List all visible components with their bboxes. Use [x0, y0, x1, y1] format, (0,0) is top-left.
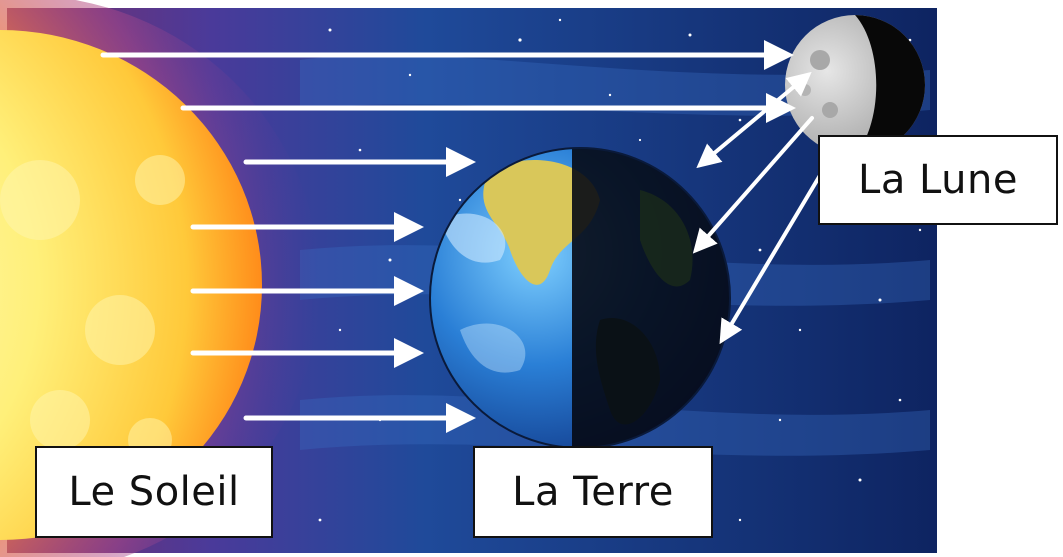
reflected-light-arrow: [692, 116, 814, 254]
sunlight-arrows: [100, 40, 796, 433]
moon-earth-arrows: [692, 71, 824, 345]
earth-label: La Terre: [473, 446, 713, 538]
reflected-light-arrow: [719, 170, 824, 345]
moon: [785, 15, 925, 155]
moon-label: La Lune: [818, 135, 1058, 225]
reflected-light-arrow: [696, 71, 812, 169]
sun: [0, 0, 320, 557]
sun-label: Le Soleil: [35, 446, 273, 538]
